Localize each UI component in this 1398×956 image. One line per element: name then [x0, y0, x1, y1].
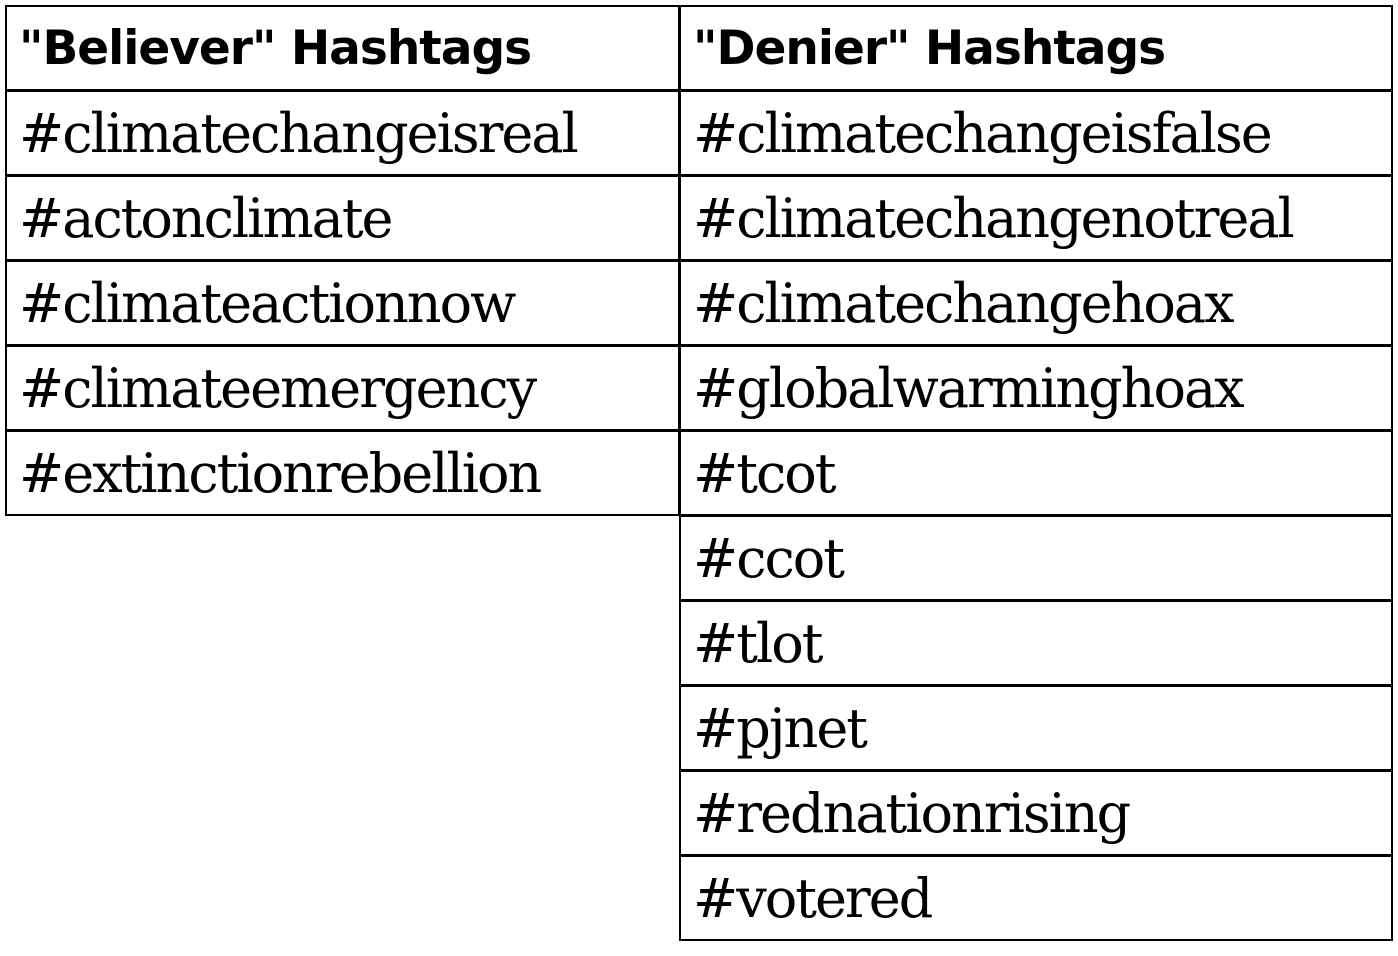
- denier-hashtag-cell: #tcot: [679, 430, 1393, 516]
- denier-hashtag-cell: #pjnet: [679, 685, 1393, 771]
- believer-header: "Believer" Hashtags: [5, 5, 680, 91]
- believer-hashtag-cell: #climateemergency: [5, 345, 680, 431]
- believer-hashtag-cell: #actonclimate: [5, 175, 680, 261]
- believer-hashtag-cell: #climateactionnow: [5, 260, 680, 346]
- believer-hashtag-cell: #extinctionrebellion: [5, 430, 680, 516]
- believer-hashtag-cell: #climatechangeisreal: [5, 90, 680, 176]
- denier-hashtag-cell: #climatechangehoax: [679, 260, 1393, 346]
- denier-hashtag-cell: #ccot: [679, 515, 1393, 601]
- denier-column: "Denier" Hashtags #climatechangeisfalse …: [679, 5, 1393, 941]
- denier-hashtag-cell: #rednationrising: [679, 770, 1393, 856]
- denier-hashtag-cell: #votered: [679, 855, 1393, 941]
- denier-hashtag-cell: #climatechangenotreal: [679, 175, 1393, 261]
- denier-hashtag-cell: #globalwarminghoax: [679, 345, 1393, 431]
- denier-hashtag-cell: #climatechangeisfalse: [679, 90, 1393, 176]
- believer-column: "Believer" Hashtags #climatechangeisreal…: [5, 5, 680, 516]
- denier-header: "Denier" Hashtags: [679, 5, 1393, 91]
- denier-hashtag-cell: #tlot: [679, 600, 1393, 686]
